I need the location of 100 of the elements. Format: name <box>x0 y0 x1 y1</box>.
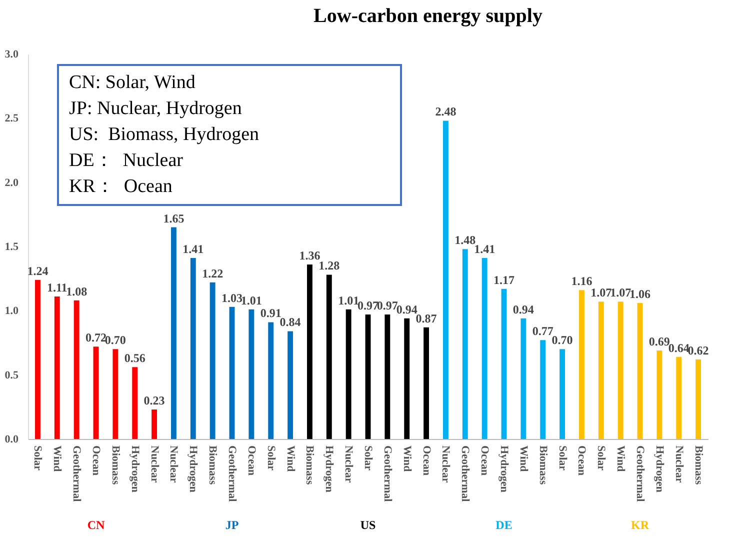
x-tick-label: Ocean <box>576 446 588 476</box>
x-tick-label: Geothermal <box>459 446 472 502</box>
data-label: 0.97 <box>358 298 378 313</box>
x-tick-label: Ocean <box>420 446 432 476</box>
bar <box>152 409 158 439</box>
data-label: 1.16 <box>571 274 592 288</box>
x-tick-label: Nuclear <box>672 446 685 483</box>
bar <box>229 306 235 439</box>
data-label: 0.91 <box>260 306 282 320</box>
bar <box>696 359 702 439</box>
x-tick-label: Hydrogen <box>323 446 336 492</box>
x-tick-label: Nuclear <box>148 446 160 483</box>
data-label: 1.08 <box>66 284 88 298</box>
bar <box>34 280 40 439</box>
bar <box>618 302 624 439</box>
bar <box>676 356 682 439</box>
y-tick-label: 2.5 <box>4 112 19 125</box>
bar <box>288 331 294 439</box>
data-label: 0.23 <box>144 393 165 408</box>
annotation: JP: Nuclear, Hydrogen <box>69 97 243 121</box>
bar <box>404 318 410 439</box>
x-tick-label: Geothermal <box>634 446 646 502</box>
bar <box>462 249 468 439</box>
data-label: 1.41 <box>182 242 204 256</box>
text: KR <box>631 518 650 532</box>
x-tick-label: Biomass <box>536 446 549 486</box>
x-tick-label: Hydrogen <box>653 446 666 492</box>
data-label: 0.94 <box>396 302 418 316</box>
data-label: 1.41 <box>474 242 496 256</box>
bar <box>112 349 118 439</box>
x-tick-label: Geothermal <box>381 446 394 502</box>
data-label: 1.01 <box>240 293 262 308</box>
bar <box>384 314 390 439</box>
bar <box>132 367 138 439</box>
y-tick-label: 2.0 <box>4 176 19 189</box>
bar <box>424 327 430 439</box>
bar <box>540 340 546 439</box>
bar <box>190 258 196 439</box>
data-label: 0.56 <box>124 351 146 366</box>
x-tick-label: Wind <box>400 446 413 472</box>
bar <box>268 322 274 439</box>
bar <box>346 309 352 439</box>
y-tick-label: 0.5 <box>4 369 19 382</box>
text: JP <box>225 518 239 532</box>
data-label: 1.06 <box>630 286 650 301</box>
x-tick-label: Biomass <box>692 446 704 486</box>
data-label: 1.11 <box>46 280 68 295</box>
data-label: 1.24 <box>27 264 48 278</box>
data-label: 0.97 <box>376 298 398 313</box>
x-tick-label: Nuclear <box>168 446 180 483</box>
x-tick-label: Ocean <box>478 446 491 476</box>
x-tick-label: Biomass <box>109 446 122 486</box>
x-tick-label: Geothermal <box>70 446 83 502</box>
data-label: 1.48 <box>454 233 476 248</box>
bar <box>365 314 371 439</box>
x-tick-label: Biomass <box>206 446 219 486</box>
x-tick-label: Biomass <box>304 446 316 486</box>
data-label: 2.48 <box>435 104 456 119</box>
x-tick-label: Geothermal <box>226 446 238 502</box>
x-tick-label: Nuclear <box>342 446 355 483</box>
annotation: KR： Ocean <box>69 175 174 199</box>
x-tick-label: Solar <box>32 446 44 471</box>
bar <box>93 346 99 439</box>
data-label: 1.17 <box>494 272 514 287</box>
bar <box>248 309 254 439</box>
x-tick-label: Hydrogen <box>128 446 141 492</box>
data-label: 0.69 <box>648 334 670 348</box>
data-label: 0.94 <box>512 302 534 316</box>
x-tick-label: Hydrogen <box>187 446 200 492</box>
x-tick-label: Solar <box>595 446 608 471</box>
data-label: 1.03 <box>222 290 242 305</box>
text: US <box>360 518 376 532</box>
data-label: 1.07 <box>590 286 612 300</box>
data-label: 1.07 <box>610 286 632 300</box>
x-tick-label: Wind <box>284 446 296 472</box>
data-label: 0.70 <box>552 333 573 348</box>
data-label: 0.64 <box>668 340 690 355</box>
data-label: 0.72 <box>86 330 106 345</box>
bar <box>74 300 80 439</box>
bar <box>637 302 643 439</box>
bar <box>482 258 488 439</box>
x-tick-label: Wind <box>517 446 530 472</box>
x-tick-label: Wind <box>614 446 627 472</box>
bar <box>501 288 507 439</box>
text: CN <box>87 518 105 532</box>
x-tick-label: Solar <box>264 446 277 471</box>
bar <box>598 302 604 439</box>
annotation: CN: Solar, Wind <box>69 71 196 95</box>
y-tick-label: 0.0 <box>4 434 19 446</box>
text: DE <box>496 518 512 532</box>
bar <box>578 290 584 439</box>
x-tick-label: Ocean <box>245 446 258 476</box>
x-tick-label: Ocean <box>90 446 102 476</box>
x-tick-label: Solar <box>362 446 374 471</box>
bar <box>520 318 526 439</box>
data-label: 0.70 <box>104 333 126 348</box>
y-tick-label: 3.0 <box>4 48 19 60</box>
y-tick-label: 1.0 <box>4 305 19 318</box>
bar <box>560 349 566 439</box>
data-label: 0.62 <box>688 343 709 358</box>
